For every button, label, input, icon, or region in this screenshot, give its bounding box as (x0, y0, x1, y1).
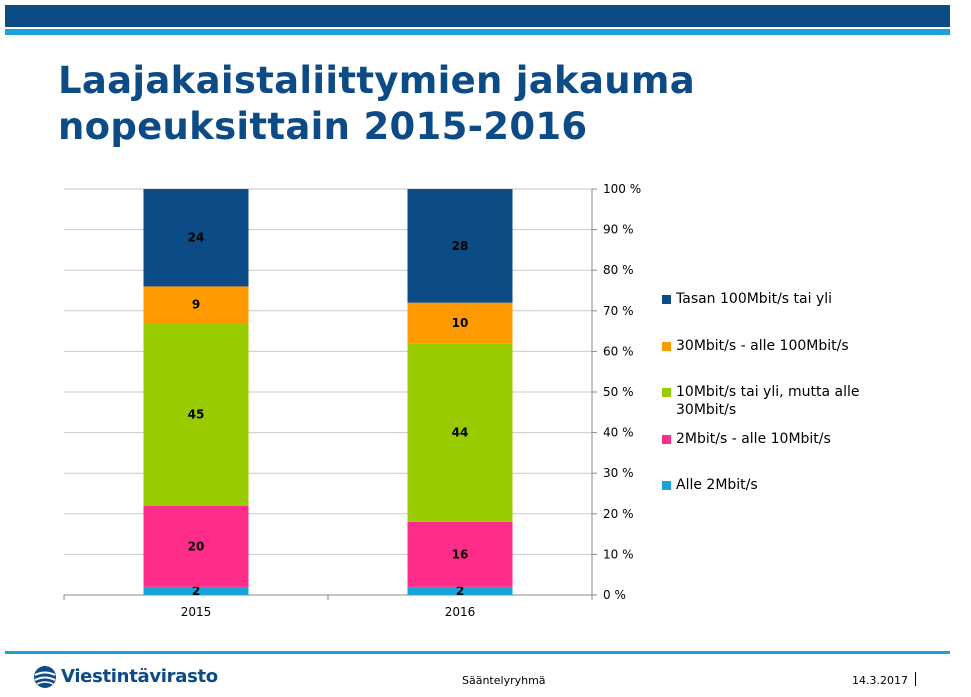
header-bar (5, 5, 950, 27)
y-tick-label: 100 % (603, 182, 641, 196)
data-label: 24 (188, 231, 205, 245)
y-tick-label: 20 % (603, 507, 634, 521)
header-accent-line (5, 29, 950, 35)
legend-label: 30Mbit/s - alle 100Mbit/s (676, 338, 849, 354)
x-tick-label: 2016 (445, 605, 476, 619)
footer-date: 14.3.2017 (852, 674, 908, 687)
logo-text: Viestintävirasto (61, 666, 218, 687)
legend-swatch (662, 342, 671, 351)
legend-swatch (662, 481, 671, 490)
data-label: 45 (188, 407, 205, 421)
y-tick-label: 40 % (603, 426, 634, 440)
data-label: 28 (452, 239, 469, 253)
data-label: 20 (188, 539, 205, 553)
data-label: 2 (456, 584, 464, 598)
y-tick-label: 60 % (603, 344, 634, 358)
y-tick-label: 0 % (603, 588, 626, 602)
bar-segment (143, 286, 249, 323)
data-label: 16 (452, 547, 469, 561)
y-tick-label: 10 % (603, 547, 634, 561)
slide-title-line-1: Laajakaistaliittymien jakauma (58, 59, 695, 102)
bar-segment (407, 343, 513, 522)
y-tick-label: 80 % (603, 263, 634, 277)
data-label: 10 (452, 316, 469, 330)
x-tick-label: 2015 (181, 605, 212, 619)
legend-swatch (662, 435, 671, 444)
y-tick-label: 70 % (603, 304, 634, 318)
bar-segment (143, 189, 249, 287)
bar-segment (407, 302, 513, 344)
bar-segment (143, 586, 249, 595)
bar-segment (143, 505, 249, 587)
legend-swatch (662, 295, 671, 304)
data-label: 9 (192, 298, 200, 312)
slide-title-line-2: nopeuksittain 2015-2016 (58, 105, 588, 148)
y-tick-label: 50 % (603, 385, 634, 399)
bar-segment (407, 521, 513, 587)
legend-swatch (662, 388, 671, 397)
footer-separator (915, 672, 916, 686)
legend-label: Tasan 100Mbit/s tai yli (676, 291, 833, 307)
bar-segment (407, 586, 513, 595)
data-label: 2 (192, 584, 200, 598)
logo-globe-icon (34, 666, 56, 688)
legend-label: 10Mbit/s tai yli, mutta alle 30Mbit/s (676, 384, 860, 418)
y-tick-label: 30 % (603, 466, 634, 480)
bar-segment (407, 189, 513, 303)
bar-segment (143, 322, 249, 506)
footer-line (5, 651, 950, 654)
data-label: 44 (452, 426, 469, 440)
legend-label: Alle 2Mbit/s (676, 477, 758, 493)
slide-title: Laajakaistaliittymien jakauma nopeuksitt… (58, 58, 938, 150)
y-tick-label: 90 % (603, 223, 634, 237)
footer-department: Sääntelyryhmä (462, 674, 546, 687)
legend-label: 2Mbit/s - alle 10Mbit/s (676, 431, 831, 447)
